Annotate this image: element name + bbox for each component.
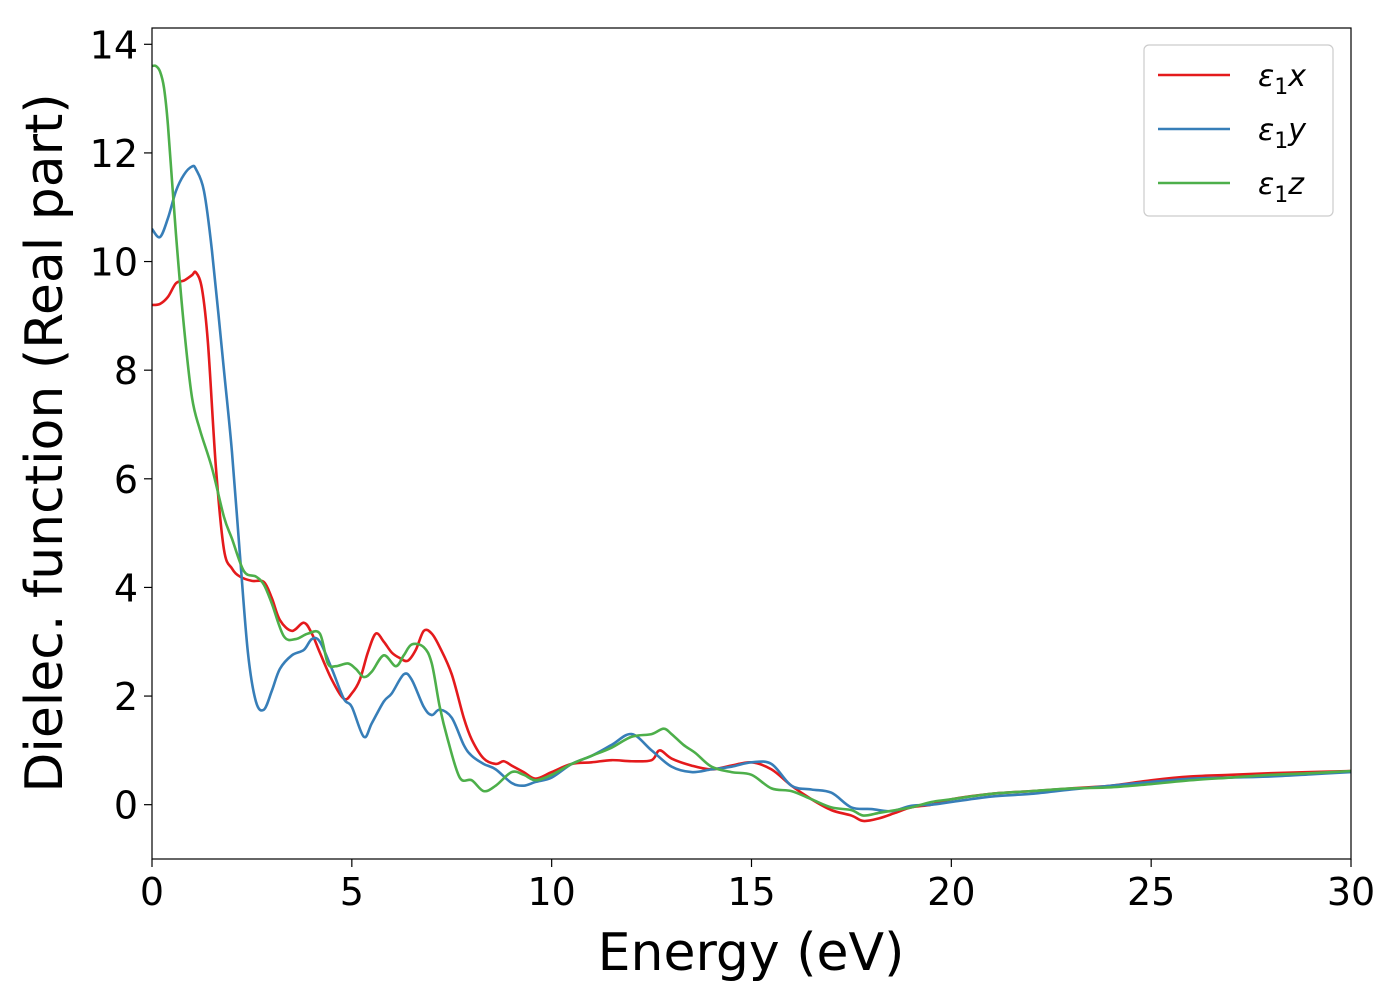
y-tick-label: 14 [90, 23, 138, 67]
y-tick-label: 2 [114, 675, 138, 719]
series-line-x [152, 270, 1351, 823]
y-axis: 0 2 4 6 8 10 12 14 [90, 23, 152, 828]
legend-box [1143, 44, 1334, 217]
legend-label-y: ε1y [1258, 113, 1307, 154]
x-axis: 0 5 10 15 20 25 30 [140, 859, 1375, 914]
legend-label-z: ε1z [1258, 167, 1305, 208]
y-tick-label: 0 [114, 784, 138, 828]
y-tick-label: 6 [114, 458, 138, 502]
y-tick-label: 8 [114, 349, 138, 393]
legend: ε1x ε1y ε1z [1143, 44, 1334, 217]
x-tick-label: 5 [340, 870, 364, 914]
series-layer [152, 64, 1351, 823]
series-line-y [152, 164, 1351, 813]
x-tick-label: 10 [527, 870, 575, 914]
x-tick-label: 15 [727, 870, 775, 914]
x-tick-label: 25 [1127, 870, 1175, 914]
y-axis-title: Dielec. function (Real part) [15, 93, 75, 792]
y-tick-label: 4 [114, 566, 138, 610]
x-axis-title: Energy (eV) [598, 923, 905, 983]
x-tick-label: 0 [140, 870, 164, 914]
y-tick-label: 10 [90, 241, 138, 285]
y-tick-label: 12 [90, 132, 138, 176]
x-tick-label: 30 [1327, 870, 1375, 914]
legend-label-x: ε1x [1258, 59, 1306, 100]
x-tick-label: 20 [927, 870, 975, 914]
series-line-z [152, 64, 1351, 817]
